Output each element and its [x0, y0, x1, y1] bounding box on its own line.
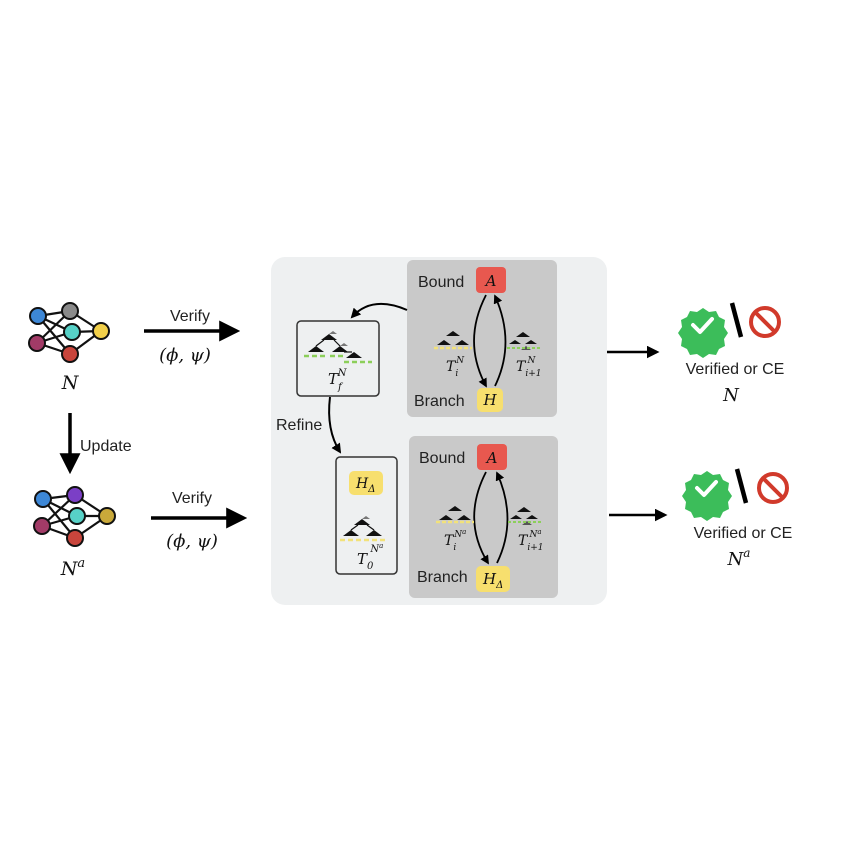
verify-label-bottom: Verify: [172, 490, 212, 507]
bound-node-bottom: [477, 444, 507, 470]
bound-label-top: Bound: [418, 274, 464, 291]
branch-node-top-label: H: [482, 391, 497, 409]
result-net-bottom: Na: [727, 546, 751, 570]
tree-label-bottom-right: Ti+1Na: [518, 528, 544, 553]
verify-label-top: Verify: [170, 308, 210, 325]
refine-arrow: [328, 396, 342, 454]
bab-panel-bottom: [409, 436, 558, 598]
network-original: [28, 302, 110, 363]
init-heuristic-label: HΔ: [355, 476, 375, 495]
result-slash-bottom: [734, 468, 749, 504]
branch-node-bottom: [476, 566, 510, 592]
verify-spec-top: (ϕ, ψ): [159, 345, 211, 366]
tree-label-top-right: Ti+1N: [516, 356, 542, 379]
bab-cycle-up-bottom: [495, 471, 509, 564]
final-tree-box: [296, 320, 380, 397]
bound-node-top: [476, 267, 506, 293]
refine-label: Refine: [276, 417, 322, 434]
branch-label-bottom: Branch: [417, 569, 468, 586]
bound-node-top-label: A: [484, 272, 497, 290]
tree-icon-top-right: [507, 332, 541, 350]
result-slash-top: [729, 302, 744, 338]
init-tree-icon: [340, 516, 386, 542]
network-updated-label: Na: [60, 556, 85, 580]
bab-cycle-down-bottom: [473, 471, 489, 565]
tree-label-bottom-left: TiNa: [444, 528, 466, 553]
result-text-bottom: Verified or CE: [694, 525, 793, 542]
bound-label-bottom: Bound: [419, 450, 465, 467]
check-badge-icon: [678, 308, 728, 358]
network-updated: [33, 486, 116, 547]
bab-cycle-up-top: [493, 294, 507, 387]
tree-icon-bottom-right: [508, 507, 542, 525]
network-original-label: N: [61, 372, 80, 394]
prohibited-icon: [757, 472, 789, 504]
tree-icon-top-left: [434, 331, 472, 350]
bound-node-bottom-label: A: [485, 449, 498, 467]
tree-label-top-left: TiN: [446, 356, 465, 379]
branch-node-bottom-label: HΔ: [482, 570, 503, 591]
branch-node-top: [477, 388, 503, 412]
check-badge-icon: [682, 471, 732, 521]
prohibited-icon: [749, 306, 781, 338]
final-tree-icon: [304, 331, 372, 364]
verify-spec-bottom: (ϕ, ψ): [166, 531, 218, 552]
result-text-top: Verified or CE: [686, 361, 785, 378]
update-label: Update: [80, 438, 132, 455]
init-tree-label: T0Na: [357, 542, 383, 572]
to-final-tree-arrow: [350, 302, 408, 319]
result-net-top: N: [722, 385, 740, 406]
final-tree-label: TfN: [328, 368, 348, 393]
bab-cycle-down-top: [473, 294, 487, 388]
branch-label-top: Branch: [414, 393, 465, 410]
tree-icon-bottom-left: [436, 506, 474, 524]
bab-panel-top: [407, 260, 557, 417]
init-heuristic-node: [349, 471, 383, 495]
